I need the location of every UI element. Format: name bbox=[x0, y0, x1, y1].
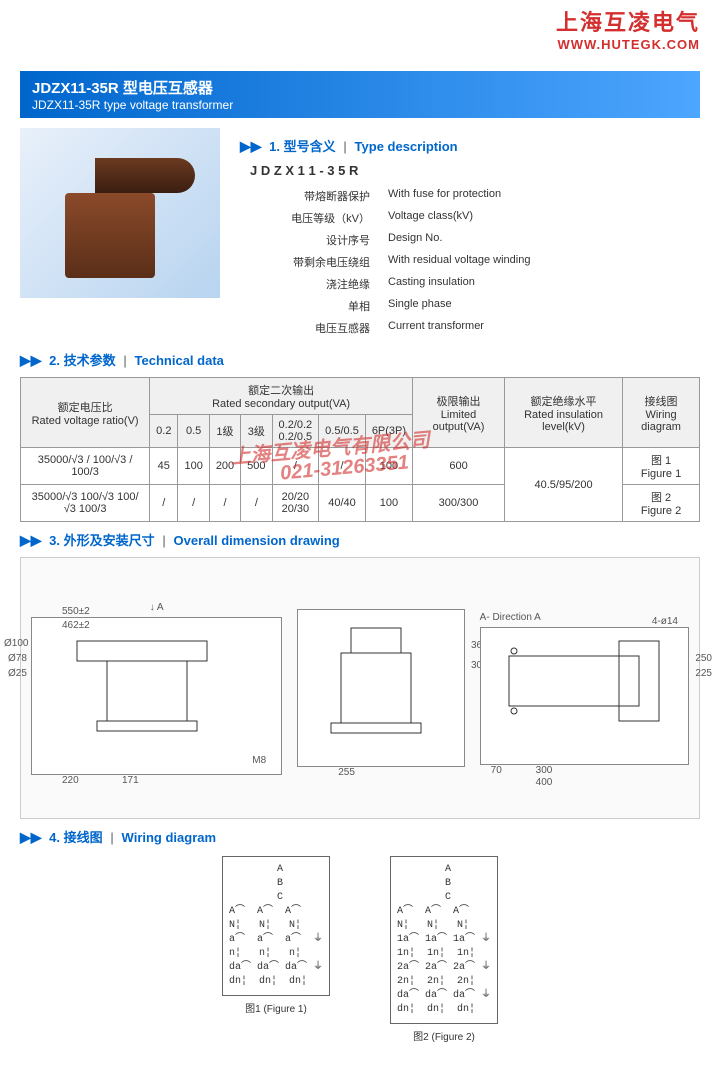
section-2-header: ▶▶ 2. 技术参数 | Technical data bbox=[20, 350, 700, 369]
technical-data-table: 额定电压比Rated voltage ratio(V)额定二次输出Rated s… bbox=[20, 377, 700, 522]
model-breakdown: 带熔断器保护With fuse for protection电压等级（kV）Vo… bbox=[240, 184, 540, 340]
company-url: WWW.HUTEGK.COM bbox=[20, 37, 700, 52]
section-1-header: ▶▶ 1. 型号含义 | Type description bbox=[240, 136, 700, 155]
company-logo-cn: 上海互凌电气 bbox=[20, 5, 700, 37]
wiring-figure-1: A B C A⌒ A⌒ A⌒ N¦ N¦ N¦ a⌒ a⌒ a⌒ ⏚ n¦ n¦… bbox=[222, 856, 330, 996]
wiring-figure-2: A B C A⌒ A⌒ A⌒ N¦ N¦ N¦ 1a⌒ 1a⌒ 1a⌒ ⏚ 1n… bbox=[390, 856, 498, 1024]
arrow-icon: ▶▶ bbox=[240, 138, 262, 154]
wiring-diagrams: A B C A⌒ A⌒ A⌒ N¦ N¦ N¦ a⌒ a⌒ a⌒ ⏚ n¦ n¦… bbox=[20, 856, 700, 1043]
model-code: J D Z X 1 1 - 3 5 R bbox=[240, 163, 700, 178]
arrow-icon: ▶▶ bbox=[20, 532, 42, 548]
section-3-header: ▶▶ 3. 外形及安装尺寸 | Overall dimension drawin… bbox=[20, 530, 700, 549]
arrow-icon: ▶▶ bbox=[20, 829, 42, 845]
title-cn: JDZX11-35R 型电压互感器 bbox=[32, 80, 213, 97]
title-bar: JDZX11-35R 型电压互感器 JDZX11-35R type voltag… bbox=[20, 71, 700, 118]
product-photo bbox=[20, 128, 220, 298]
dimension-drawing: ↓ A 550±2 462±2 Ø100 Ø78 Ø25 220 171 M8 … bbox=[20, 557, 700, 819]
title-en: JDZX11-35R type voltage transformer bbox=[32, 98, 233, 112]
arrow-icon: ▶▶ bbox=[20, 352, 42, 368]
section-4-header: ▶▶ 4. 接线图 | Wiring diagram bbox=[20, 827, 700, 846]
